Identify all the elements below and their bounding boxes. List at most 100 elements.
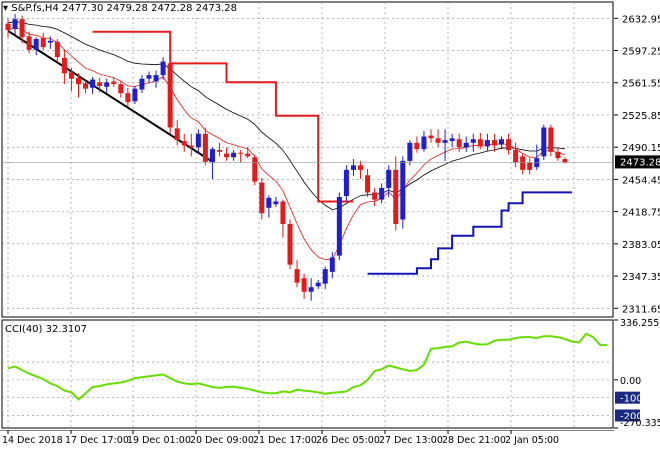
candle-body[interactable]	[26, 36, 32, 50]
candle-body[interactable]	[202, 133, 208, 162]
candle-body[interactable]	[47, 40, 53, 43]
chart-menu-icon[interactable]: ▾	[3, 3, 9, 14]
candle-body[interactable]	[343, 169, 349, 197]
candle-body[interactable]	[160, 61, 166, 76]
candle-body[interactable]	[555, 151, 561, 159]
candle-body[interactable]	[456, 139, 462, 148]
candle-body[interactable]	[506, 139, 512, 151]
candle-body[interactable]	[252, 157, 258, 182]
candle-body[interactable]	[527, 162, 533, 170]
candle-body[interactable]	[294, 269, 300, 283]
price-tick-label: 2454.45	[622, 175, 660, 186]
candle-body[interactable]	[336, 196, 342, 256]
candle-body[interactable]	[90, 79, 96, 88]
candle-body[interactable]	[287, 224, 293, 265]
price-tick-label: 2561.55	[622, 79, 660, 90]
candle-body[interactable]	[209, 149, 215, 163]
candle-body[interactable]	[435, 138, 441, 143]
candle-body[interactable]	[104, 82, 110, 87]
candle-body[interactable]	[118, 84, 124, 94]
candle-body[interactable]	[97, 82, 103, 86]
candle-body[interactable]	[132, 88, 138, 102]
candle-body[interactable]	[12, 19, 18, 30]
cci-header: CCI(40) 32.3107	[5, 324, 87, 335]
candle-body[interactable]	[181, 140, 187, 146]
candle-body[interactable]	[499, 139, 504, 145]
candle-body[interactable]	[19, 19, 25, 38]
candle-body[interactable]	[224, 153, 230, 158]
candle-body[interactable]	[414, 142, 420, 150]
time-tick-label: 26 Dec 05:00	[316, 435, 380, 446]
candle-body[interactable]	[174, 128, 180, 141]
time-tick-label: 20 Dec 09:00	[190, 435, 254, 446]
candle-body[interactable]	[315, 282, 321, 287]
candle-body[interactable]	[421, 136, 427, 150]
candle-body[interactable]	[40, 38, 46, 48]
candle-body[interactable]	[301, 278, 307, 292]
candle-body[interactable]	[541, 127, 547, 157]
candle-body[interactable]	[188, 145, 194, 148]
candle-body[interactable]	[513, 150, 519, 163]
candle-body[interactable]	[350, 165, 356, 170]
candle-body[interactable]	[217, 150, 222, 152]
time-tick-label: 27 Dec 13:00	[379, 435, 443, 446]
candle-body[interactable]	[125, 93, 131, 103]
candle-body[interactable]	[322, 269, 328, 284]
price-chart-panel[interactable]	[0, 0, 614, 318]
candle-body[interactable]	[400, 160, 406, 220]
candle-body[interactable]	[379, 187, 385, 200]
candle-body[interactable]	[428, 135, 434, 139]
candle-body[interactable]	[83, 83, 89, 89]
candle-body[interactable]	[442, 140, 448, 143]
candle-body[interactable]	[231, 152, 237, 158]
candle-body[interactable]	[407, 142, 413, 161]
candle-body[interactable]	[562, 159, 568, 163]
candle-body[interactable]	[238, 152, 244, 154]
candle-body[interactable]	[266, 197, 272, 208]
candle-body[interactable]	[146, 75, 152, 79]
time-tick-label: 14 Dec 2018	[2, 435, 63, 446]
candle-body[interactable]	[273, 201, 279, 205]
candle-body[interactable]	[548, 127, 554, 152]
cci-indicator-panel[interactable]	[0, 318, 614, 430]
candle-body[interactable]	[259, 182, 265, 214]
candle-body[interactable]	[111, 81, 117, 85]
time-tick-label: 2 Jan 05:00	[505, 435, 559, 446]
candle-body[interactable]	[365, 175, 371, 193]
candle-body[interactable]	[491, 140, 497, 146]
candle-body[interactable]	[167, 63, 173, 128]
candle-body[interactable]	[33, 39, 39, 50]
candle-body[interactable]	[68, 72, 74, 79]
candle-body[interactable]	[5, 23, 11, 30]
current-price-tag-label: 2473.28	[620, 157, 660, 168]
candle-body[interactable]	[358, 165, 363, 170]
candle-body[interactable]	[329, 257, 335, 272]
cci-tick-label: 336.2559	[620, 318, 660, 329]
candle-body[interactable]	[61, 57, 67, 74]
candle-body[interactable]	[54, 41, 60, 58]
candle-body[interactable]	[245, 153, 251, 157]
candle-body[interactable]	[280, 201, 286, 225]
candle-body[interactable]	[76, 77, 81, 85]
symbol-label: S&P.fs,H4	[11, 3, 59, 14]
candle-body[interactable]	[195, 133, 201, 148]
candle-body[interactable]	[477, 139, 483, 147]
cci-level-tag	[615, 391, 640, 404]
candle-body[interactable]	[470, 139, 476, 143]
candle-body[interactable]	[386, 169, 392, 188]
candle-body[interactable]	[372, 192, 378, 200]
cci-tick-label: 0.00	[620, 376, 641, 387]
trailing-resistance-line	[92, 30, 354, 203]
cci-level-tag	[615, 409, 640, 422]
candle-body[interactable]	[449, 138, 455, 141]
candle-body[interactable]	[308, 287, 314, 292]
candle-body[interactable]	[139, 78, 145, 90]
candle-body[interactable]	[484, 140, 490, 147]
cci-tick-label: -100	[620, 394, 643, 405]
candle-body[interactable]	[520, 156, 526, 170]
candle-body[interactable]	[153, 75, 159, 82]
candle-body[interactable]	[463, 142, 469, 148]
candle-body[interactable]	[393, 169, 399, 225]
